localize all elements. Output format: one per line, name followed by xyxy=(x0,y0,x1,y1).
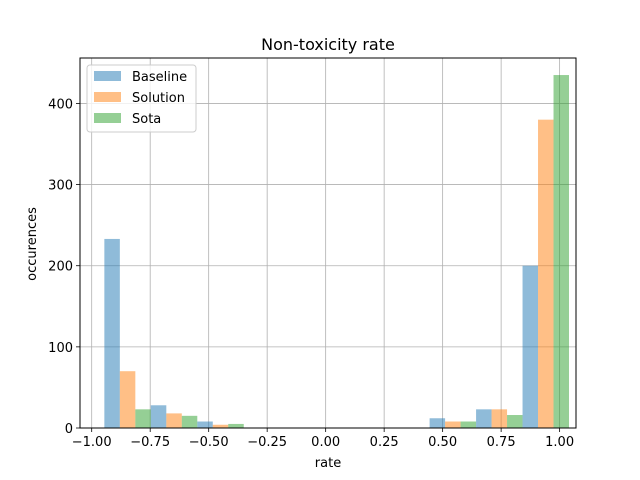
bars-layer xyxy=(104,75,570,429)
y-tick-label: 200 xyxy=(48,260,73,275)
bar-baseline-bin-4 xyxy=(476,409,492,428)
legend-swatch-solution xyxy=(94,92,121,102)
bar-sota-bin-1 xyxy=(181,415,198,428)
bar-baseline-bin-0 xyxy=(104,238,120,428)
bar-sota-bin-4 xyxy=(507,415,523,428)
x-tick-label: −0.75 xyxy=(130,435,170,450)
x-tick-label: 0.25 xyxy=(370,435,399,450)
bar-sota-bin-2 xyxy=(228,423,244,428)
legend: Baseline Solution Sota xyxy=(86,64,197,133)
x-tick-label: 0.50 xyxy=(428,435,457,450)
bar-solution-bin-1 xyxy=(166,413,182,428)
plot-frame xyxy=(79,57,577,429)
legend-label-baseline: Baseline xyxy=(132,70,187,85)
bar-solution-bin-4 xyxy=(491,409,508,428)
y-tick-label: 100 xyxy=(48,341,73,356)
bar-sota-bin-5 xyxy=(553,75,570,428)
bar-sota-bin-0 xyxy=(135,409,151,428)
x-tick-label: −1.00 xyxy=(72,435,112,450)
y-tick-label: 0 xyxy=(65,422,73,437)
bar-solution-bin-5 xyxy=(538,119,554,429)
legend-swatch-sota xyxy=(94,113,121,123)
x-tick-label: 1.00 xyxy=(545,435,574,450)
bar-solution-bin-3 xyxy=(445,421,461,428)
bar-sota-bin-3 xyxy=(460,421,477,428)
bar-baseline-bin-1 xyxy=(150,405,167,428)
bar-baseline-bin-2 xyxy=(197,421,213,428)
bar-baseline-bin-5 xyxy=(522,265,539,428)
legend-label-sota: Sota xyxy=(132,112,161,127)
x-tick-label: −0.50 xyxy=(189,435,229,450)
bar-solution-bin-2 xyxy=(212,424,229,428)
y-tick-label: 300 xyxy=(48,179,73,194)
legend-label-solution: Solution xyxy=(132,91,185,106)
legend-swatch-baseline xyxy=(94,71,121,81)
ticks-layer: −1.00 −0.75 −0.50 −0.25 0.00 0.25 0.50 0.75 1.00… xyxy=(48,97,574,450)
chart-title: Non-toxicity rate xyxy=(261,35,395,54)
x-axis-label: rate xyxy=(315,456,341,471)
x-tick-label: 0.75 xyxy=(487,435,516,450)
bar-baseline-bin-3 xyxy=(429,418,446,428)
x-tick-label: 0.00 xyxy=(311,435,340,450)
y-axis-label: occurences xyxy=(25,207,40,281)
bar-solution-bin-0 xyxy=(119,371,136,428)
x-tick-label: −0.25 xyxy=(247,435,287,450)
y-tick-label: 400 xyxy=(48,97,73,112)
grid-layer xyxy=(80,58,576,429)
